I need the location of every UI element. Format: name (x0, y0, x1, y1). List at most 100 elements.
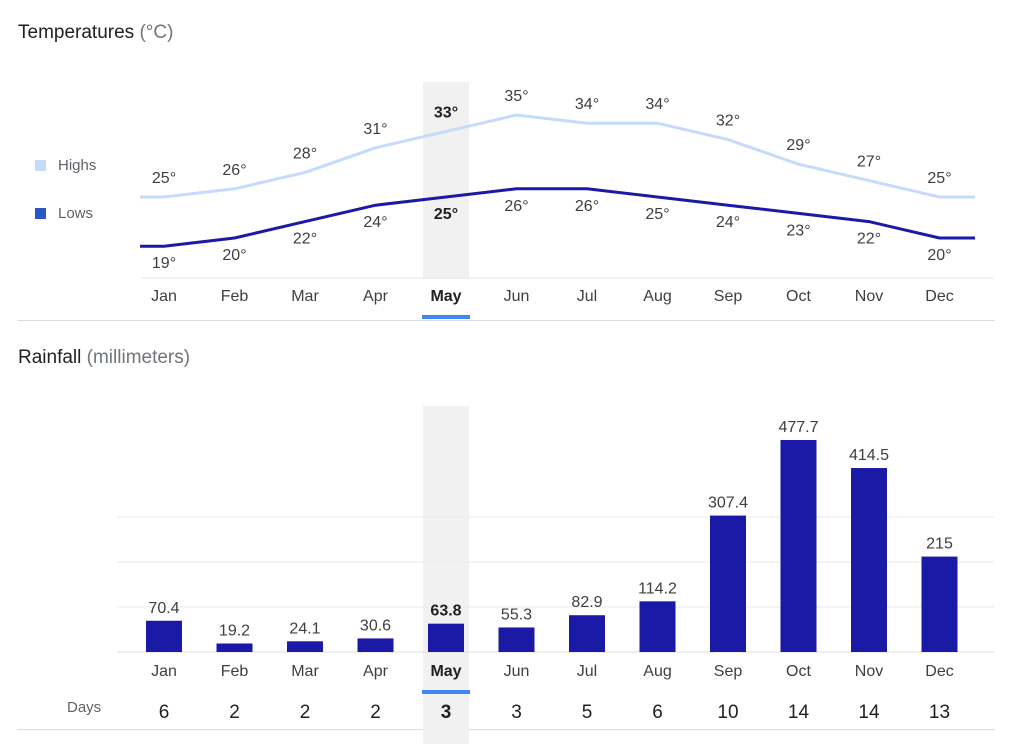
temp-month-label[interactable]: Aug (643, 288, 671, 305)
rain-days-value: 3 (511, 702, 522, 723)
temp-label-lows: 20° (222, 247, 246, 264)
rain-month-label[interactable]: Sep (714, 663, 743, 680)
temp-label-lows: 24° (716, 214, 740, 231)
section-divider (17, 320, 995, 321)
legend-highs-label: Highs (58, 157, 97, 174)
legend-highs: Highs (35, 157, 96, 174)
rain-value-label: 55.3 (501, 606, 532, 623)
temp-month-label[interactable]: Mar (291, 288, 319, 305)
temp-label-lows: 23° (786, 222, 810, 239)
temp-label-lows: 26° (575, 198, 599, 215)
rain-value-label: 70.4 (148, 600, 179, 617)
rain-value-label: 30.6 (360, 617, 391, 634)
temp-month-label[interactable]: Apr (363, 288, 389, 305)
temp-label-lows: 19° (152, 255, 176, 272)
legend-lows-label: Lows (58, 205, 94, 222)
temp-line-lows (140, 187, 975, 248)
rain-month-label[interactable]: Nov (855, 663, 883, 680)
temp-label-highs: 27° (857, 154, 881, 171)
rain-bar[interactable] (780, 440, 817, 652)
rain-value-label: 24.1 (289, 620, 320, 637)
temp-label-highs: 34° (645, 96, 669, 113)
temp-label-lows: 22° (293, 231, 317, 248)
temp-label-lows: 22° (857, 231, 881, 248)
temp-line-highs (140, 113, 975, 199)
temp-month-label[interactable]: Sep (714, 288, 743, 305)
rain-value-label: 82.9 (571, 594, 602, 611)
rain-days-value: 2 (300, 702, 311, 723)
temp-month-label[interactable]: May (430, 288, 461, 305)
rain-bar[interactable] (357, 638, 394, 652)
temp-label-highs: 32° (716, 113, 740, 130)
temp-label-lows: 25° (434, 206, 458, 223)
rain-bar[interactable] (569, 615, 605, 652)
rain-days-value: 14 (788, 702, 810, 723)
rain-month-label[interactable]: Jan (151, 663, 177, 680)
rain-days-value: 5 (582, 702, 593, 723)
temp-month-label[interactable]: Nov (855, 288, 883, 305)
temp-label-highs: 31° (363, 121, 387, 138)
rain-bar[interactable] (710, 515, 746, 652)
rain-month-label[interactable]: Feb (221, 663, 249, 680)
rain-bar[interactable] (428, 623, 464, 652)
temp-selected-column (423, 82, 469, 279)
rainfall-title-text: Rainfall (18, 347, 82, 368)
rain-month-label[interactable]: May (430, 663, 461, 680)
temp-label-lows: 20° (927, 247, 951, 264)
rain-month-label[interactable]: Mar (291, 663, 319, 680)
rain-month-label[interactable]: Apr (363, 663, 389, 680)
bottom-divider (17, 729, 995, 730)
rain-selected-indicator (422, 690, 470, 694)
temp-selected-indicator (422, 315, 470, 319)
temp-label-highs: 33° (434, 104, 458, 121)
rain-days-value: 2 (370, 702, 381, 723)
rain-days-value: 6 (652, 702, 663, 723)
temperatures-title: Temperatures (°C) (18, 22, 173, 44)
temp-month-label[interactable]: Dec (925, 288, 953, 305)
temp-label-highs: 26° (222, 162, 246, 179)
legend-highs-swatch (35, 160, 46, 171)
rain-month-label[interactable]: Jul (577, 663, 597, 680)
temp-month-label[interactable]: Jun (504, 288, 530, 305)
temp-month-label[interactable]: Jul (577, 288, 597, 305)
rain-bar[interactable] (851, 468, 887, 652)
rain-selected-column (423, 406, 469, 744)
rain-month-label[interactable]: Dec (925, 663, 953, 680)
rain-value-label: 215 (926, 536, 953, 553)
rain-month-label[interactable]: Oct (786, 663, 811, 680)
temperatures-title-text: Temperatures (18, 22, 135, 43)
temp-label-highs: 28° (293, 145, 317, 162)
rain-value-label: 19.2 (219, 622, 250, 639)
rain-value-label: 477.7 (778, 419, 818, 436)
rain-bar[interactable] (146, 620, 182, 652)
temp-month-label[interactable]: Feb (221, 288, 249, 305)
rain-days-value: 2 (229, 702, 240, 723)
temp-label-highs: 35° (504, 88, 528, 105)
rain-month-label[interactable]: Jun (504, 663, 530, 680)
temp-month-label[interactable]: Jan (151, 288, 177, 305)
rain-days-value: 3 (441, 702, 452, 723)
rain-value-label: 307.4 (708, 495, 748, 512)
temp-label-highs: 34° (575, 96, 599, 113)
rain-bar[interactable] (921, 556, 958, 652)
temp-month-label[interactable]: Oct (786, 288, 811, 305)
temp-label-highs: 29° (786, 137, 810, 154)
rain-bar[interactable] (216, 643, 253, 652)
rainfall-title: Rainfall (millimeters) (18, 347, 190, 369)
legend-lows-swatch (35, 208, 46, 219)
temp-label-highs: 25° (927, 170, 951, 187)
rain-bar[interactable] (287, 641, 323, 652)
rain-bar[interactable] (498, 627, 535, 652)
temperatures-unit: (°C) (139, 22, 174, 43)
temp-label-highs: 25° (152, 170, 176, 187)
rain-month-label[interactable]: Aug (643, 663, 671, 680)
rain-bar[interactable] (639, 601, 676, 652)
rain-value-label: 414.5 (849, 447, 889, 464)
rain-value-label: 114.2 (638, 580, 677, 597)
days-label: Days (67, 699, 102, 716)
temp-label-lows: 25° (645, 206, 669, 223)
temp-label-lows: 24° (363, 214, 387, 231)
legend-lows: Lows (35, 205, 93, 222)
temp-label-lows: 26° (504, 198, 528, 215)
